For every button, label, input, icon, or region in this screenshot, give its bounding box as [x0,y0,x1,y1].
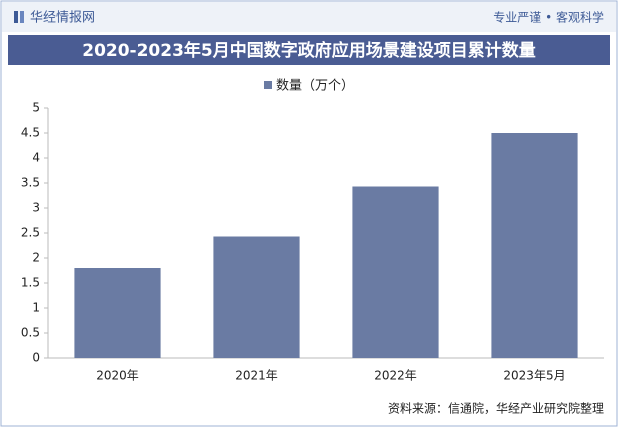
logo-mark [14,11,18,23]
y-tick-label: 0.5 [21,326,40,340]
bar [352,186,439,358]
bar [491,133,578,358]
chart-title: 2020-2023年5月中国数字政府应用场景建设项目累计数量 [82,40,536,61]
brand: 华经情报网 [30,11,95,26]
y-tick-label: 0 [32,351,40,365]
legend-label: 数量（万个） [276,79,354,94]
y-tick-label: 3.5 [21,176,40,190]
y-tick-label: 2.5 [21,226,40,240]
header-bar [2,2,616,32]
bar [74,268,161,358]
y-tick-label: 1.5 [21,276,40,290]
x-tick-label: 2022年 [374,369,417,383]
y-tick-label: 5 [32,101,40,115]
bar [213,236,300,358]
title-bar [8,35,610,65]
y-tick-label: 4.5 [21,126,40,140]
source: 资料来源：信通院，华经产业研究院整理 [388,401,604,416]
x-tick-label: 2020年 [96,369,139,383]
y-tick-label: 4 [32,151,40,165]
y-tick-label: 2 [32,251,40,265]
x-tick-label: 2021年 [235,369,278,383]
logo-mark [20,11,24,23]
slogan: 专业严谨 • 客观科学 [493,10,604,25]
legend-swatch [264,81,272,89]
y-tick-label: 1 [32,301,40,315]
x-tick-label: 2023年5月 [503,369,565,383]
y-tick-label: 3 [32,201,40,215]
